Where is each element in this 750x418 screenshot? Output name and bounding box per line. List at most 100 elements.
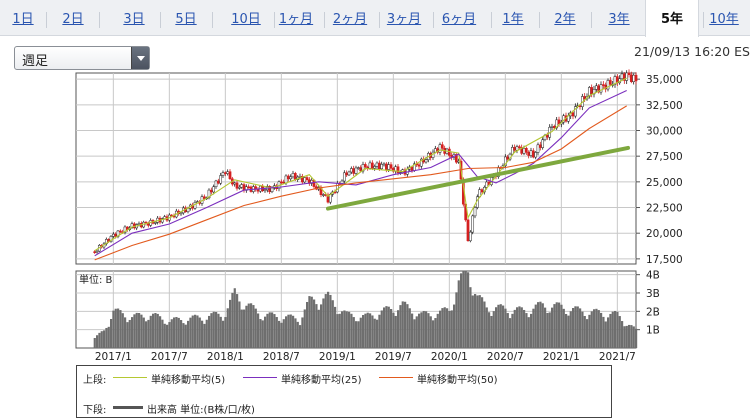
- volume-bar: [229, 299, 232, 348]
- candle-body: [298, 176, 302, 178]
- candle-body: [541, 139, 545, 148]
- quote-timestamp: 21/09/13 16:20 EST: [634, 44, 750, 59]
- tab-4[interactable]: 5日: [175, 12, 197, 27]
- candle-body: [384, 163, 388, 170]
- volume-bar: [327, 291, 330, 348]
- volume-bar: [103, 330, 106, 348]
- tab-12[interactable]: 3年: [608, 12, 630, 27]
- volume-bar: [364, 313, 367, 348]
- volume-bar: [161, 319, 164, 348]
- candle-body: [536, 144, 540, 153]
- tab-divider: [46, 12, 47, 28]
- tab-11[interactable]: 2年: [554, 12, 576, 27]
- volume-bar: [460, 273, 463, 348]
- volume-bar: [149, 315, 152, 348]
- x-tick-label: 2021/1: [543, 351, 580, 363]
- volume-bar: [539, 301, 542, 348]
- volume-bar: [600, 312, 603, 348]
- candle-body: [359, 167, 363, 172]
- candle-body: [550, 125, 554, 128]
- candle-body: [114, 233, 118, 237]
- volume-bar: [163, 323, 166, 348]
- volume-bar: [488, 312, 491, 348]
- candle-body: [503, 156, 507, 166]
- volume-bar: [401, 301, 404, 348]
- volume-bar: [313, 299, 316, 348]
- volume-bar: [432, 320, 435, 348]
- candle-body: [389, 164, 393, 169]
- volume-bar: [574, 306, 577, 348]
- volume-bar: [98, 332, 101, 348]
- candle-body: [219, 175, 223, 184]
- volume-bar: [457, 280, 460, 348]
- tab-9[interactable]: 6ヶ月: [441, 12, 477, 27]
- tab-6[interactable]: 1ヶ月: [278, 12, 314, 27]
- candle-body: [356, 167, 360, 169]
- tab-2[interactable]: 2日: [62, 12, 84, 27]
- tab-14[interactable]: 10年: [709, 12, 739, 27]
- volume-bar: [296, 321, 299, 348]
- volume-bar: [245, 305, 248, 348]
- tab-5[interactable]: 10日: [231, 12, 261, 27]
- volume-bar: [476, 295, 479, 348]
- volume-bar: [555, 302, 558, 348]
- volume-unit-label: 単位: B: [79, 273, 113, 286]
- candle-interval-value: 週足: [22, 54, 49, 69]
- volume-bar: [280, 322, 283, 348]
- volume-bar: [128, 319, 131, 348]
- chevron-down-icon[interactable]: [131, 47, 149, 69]
- tab-divider: [491, 12, 492, 28]
- candle-body: [305, 177, 309, 180]
- candle-body: [153, 222, 157, 224]
- volume-bar: [558, 302, 561, 348]
- volume-bar: [441, 308, 444, 348]
- candle-body: [524, 148, 528, 153]
- volume-bar: [520, 307, 523, 348]
- tab-8[interactable]: 3ヶ月: [386, 12, 422, 27]
- tab-7[interactable]: 2ヶ月: [332, 12, 368, 27]
- volume-bar: [464, 271, 467, 348]
- volume-bar: [308, 296, 311, 348]
- candle-body: [410, 166, 414, 171]
- volume-bar: [355, 321, 358, 348]
- candle-body: [228, 171, 232, 180]
- volume-bar: [254, 308, 257, 348]
- tab-1[interactable]: 1日: [12, 12, 34, 27]
- volume-bar: [611, 311, 614, 348]
- volume-bar: [418, 313, 421, 348]
- volume-bar: [236, 294, 239, 348]
- candle-body: [552, 125, 556, 129]
- x-tick-label: 2020/7: [487, 351, 524, 363]
- volume-bar: [201, 320, 204, 348]
- x-tick-label: 2018/7: [263, 351, 300, 363]
- tab-3[interactable]: 3日: [123, 12, 145, 27]
- volume-bar: [196, 315, 199, 348]
- volume-bar: [450, 310, 453, 348]
- volume-bar: [273, 314, 276, 348]
- tab-10[interactable]: 1年: [502, 12, 524, 27]
- volume-bar: [194, 314, 197, 348]
- candle-body: [608, 80, 612, 85]
- tab-13[interactable]: 5年: [645, 0, 699, 37]
- candle-interval-select[interactable]: 週足: [14, 46, 150, 70]
- candle-body: [235, 182, 239, 189]
- volume-bar: [322, 298, 325, 348]
- volume-bar: [630, 325, 633, 348]
- price-tick-label: 35,000: [646, 74, 683, 86]
- price-tick-label: 27,500: [646, 151, 683, 163]
- tab-divider: [324, 12, 325, 28]
- volume-bar: [525, 313, 528, 348]
- volume-bar: [474, 294, 477, 348]
- volume-bar: [406, 304, 409, 348]
- volume-bar: [168, 322, 171, 348]
- candle-body: [137, 223, 141, 225]
- candle-body: [286, 175, 290, 180]
- volume-bar: [546, 312, 549, 348]
- volume-bar: [621, 321, 624, 348]
- volume-bar: [481, 297, 484, 348]
- candle-body: [538, 144, 542, 148]
- candle-body: [216, 180, 220, 184]
- candle-body: [207, 189, 211, 199]
- volume-bar: [380, 310, 383, 348]
- volume-bar: [562, 308, 565, 348]
